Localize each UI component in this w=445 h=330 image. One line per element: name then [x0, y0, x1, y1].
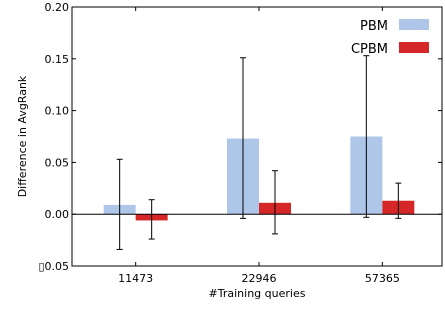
- legend-swatch-pbm: [399, 19, 429, 30]
- plot-frame: [71, 6, 443, 267]
- y-tick-label: 0.20: [45, 1, 70, 14]
- x-axis-label: #Training queries: [209, 287, 306, 300]
- y-tick-label: ▯0.05: [38, 260, 69, 273]
- errorbars-layer: [116, 55, 402, 250]
- legend: PBM CPBM: [351, 19, 429, 57]
- y-tick-label: 0.05: [45, 156, 70, 169]
- x-tick-label: 57365: [365, 272, 400, 285]
- y-axis-ticks: 0.20 0.15 0.10 0.05 0.00 ▯0.05: [38, 1, 442, 273]
- y-tick-label: 0.15: [45, 53, 70, 66]
- legend-label-pbm: PBM: [360, 19, 388, 34]
- legend-label-cpbm: CPBM: [351, 42, 388, 57]
- x-tick-label: 11473: [118, 272, 153, 285]
- bars-layer: [103, 136, 415, 221]
- y-axis-label: Difference in AvgRank: [16, 75, 29, 197]
- legend-swatch-cpbm: [399, 42, 429, 53]
- y-tick-label: 0.10: [45, 105, 70, 118]
- y-tick-label: 0.00: [45, 208, 70, 221]
- x-tick-label: 22946: [242, 272, 277, 285]
- x-axis-ticks: 11473 22946 57365: [118, 7, 400, 285]
